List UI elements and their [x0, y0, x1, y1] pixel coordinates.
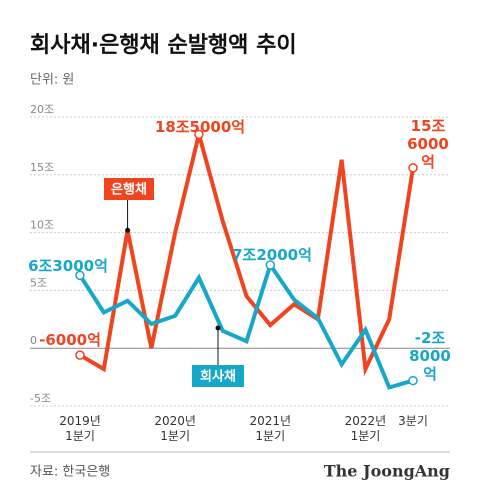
y-tick-label: 0: [30, 334, 37, 347]
x-tick-label: 2022년 1분기: [344, 414, 387, 443]
y-tick-label: 10조: [30, 219, 54, 232]
legend-label: 은행채: [111, 182, 147, 198]
brand: The JoongAng: [324, 462, 450, 481]
point-marker: [408, 375, 418, 386]
legend-box: [104, 178, 154, 200]
point-marker: [75, 270, 85, 281]
y-tick-label: 20조: [30, 103, 54, 116]
chart-title: 회사채·은행채 순발행액 추이: [30, 33, 297, 58]
point-marker: [75, 350, 85, 360]
point-marker: [408, 163, 418, 173]
x-tick-label: 2021년 1분기: [249, 414, 292, 443]
leader-dot: [215, 325, 221, 331]
data-label: 6조3000억: [28, 257, 108, 275]
leader-dot: [125, 227, 131, 233]
y-tick-label: 5조: [30, 276, 47, 289]
legend-box: [192, 365, 244, 387]
x-tick-label: 2019년 1분기: [59, 414, 101, 443]
point-marker: [194, 129, 204, 140]
legend-label: 회사채: [200, 369, 236, 385]
source: 자료: 한국은행: [30, 464, 110, 480]
point-marker: [265, 260, 276, 270]
y-tick-label: 15조: [30, 161, 54, 174]
x-tick-label: 2020년 1분기: [154, 414, 196, 443]
data-label: -6000억: [39, 331, 101, 349]
data-label: 7조2000억: [232, 246, 312, 264]
data-label: 18조5000억: [154, 118, 246, 136]
x-tick-label: 3분기: [398, 414, 428, 428]
data-label: 15조 6000억: [407, 117, 449, 171]
y-tick-label: -5조: [30, 392, 51, 405]
line: [78, 260, 414, 390]
data-label: -2조 8000억: [409, 329, 451, 383]
subtitle: 단위: 원: [30, 73, 74, 88]
line: [78, 133, 415, 377]
